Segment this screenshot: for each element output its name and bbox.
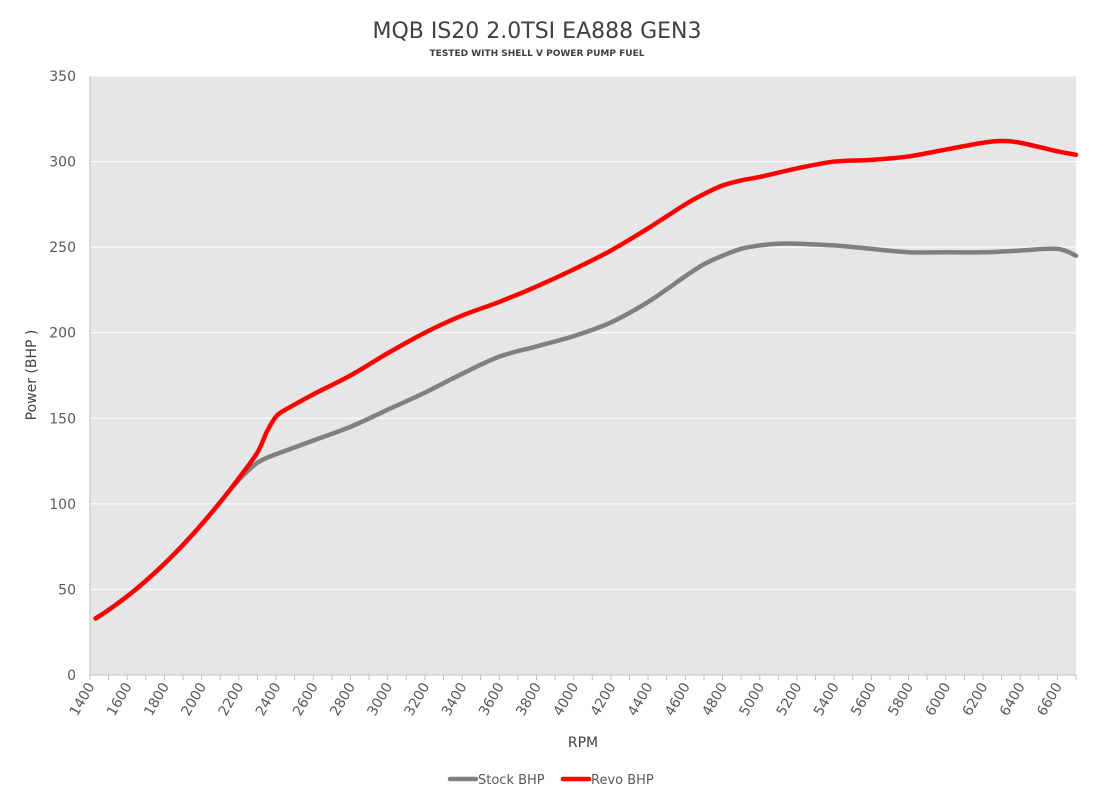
- y-tick-label-50: 50: [58, 582, 76, 598]
- x-tick-label-6200: 6200: [960, 680, 992, 719]
- x-tick-label-1400: 1400: [67, 680, 99, 719]
- x-tick-label-3600: 3600: [476, 680, 508, 719]
- x-tick-label-4800: 4800: [699, 680, 731, 719]
- y-axis-ticks: 0 50 100 150 200 250 300 350: [49, 69, 76, 684]
- y-tick-label-200: 200: [49, 326, 76, 342]
- x-tick-label-3000: 3000: [364, 680, 396, 719]
- x-tick-label-2400: 2400: [253, 680, 285, 719]
- y-tick-label-0: 0: [67, 668, 76, 684]
- x-tick-label-6000: 6000: [923, 680, 955, 719]
- x-tick-label-4600: 4600: [662, 680, 694, 719]
- y-tick-label-150: 150: [49, 411, 76, 427]
- x-tick-label-1600: 1600: [104, 680, 136, 719]
- grid-lines: [89, 75, 1076, 676]
- y-tick-label-250: 250: [49, 240, 76, 256]
- x-tick-label-4400: 4400: [625, 680, 657, 719]
- x-tick-label-6600: 6600: [1034, 680, 1066, 719]
- x-tick-label-3800: 3800: [513, 680, 545, 719]
- x-tick-label-5200: 5200: [774, 680, 806, 719]
- chart-subtitle: TESTED WITH SHELL V POWER PUMP FUEL: [430, 49, 645, 59]
- series-line-revo-bhp: [93, 138, 1079, 621]
- x-tick-label-2200: 2200: [216, 680, 248, 719]
- x-tick-label-5600: 5600: [848, 680, 880, 719]
- series-lines: [93, 138, 1079, 621]
- x-axis-label: RPM: [568, 735, 598, 751]
- legend-label-stock-bhp: Stock BHP: [478, 773, 545, 788]
- chart-title: MQB IS20 2.0TSI EA888 GEN3: [372, 19, 701, 44]
- x-tick-label-4000: 4000: [550, 680, 582, 719]
- x-axis-ticks: 1400 1600 1800 2000 2200 2400 2600 2800 3000 3200…: [67, 675, 1077, 719]
- x-tick-label-2600: 2600: [290, 680, 322, 719]
- y-axis-label: Power (BHP ): [24, 330, 40, 421]
- x-tick-label-5000: 5000: [737, 680, 769, 719]
- x-tick-label-1800: 1800: [141, 680, 173, 719]
- x-tick-label-2000: 2000: [178, 680, 210, 719]
- x-tick-label-4200: 4200: [588, 680, 620, 719]
- x-tick-label-2800: 2800: [327, 680, 359, 719]
- plot-area: [90, 76, 1076, 675]
- x-tick-label-5800: 5800: [885, 680, 917, 719]
- legend: Stock BHP Revo BHP: [447, 773, 654, 788]
- x-tick-label-3200: 3200: [402, 680, 434, 719]
- y-tick-label-300: 300: [49, 155, 76, 171]
- y-tick-label-350: 350: [49, 69, 76, 85]
- x-tick-label-3400: 3400: [439, 680, 471, 719]
- y-tick-label-100: 100: [49, 497, 76, 513]
- x-tick-label-5400: 5400: [811, 680, 843, 719]
- legend-label-revo-bhp: Revo BHP: [591, 773, 654, 788]
- x-tick-label-6400: 6400: [997, 680, 1029, 719]
